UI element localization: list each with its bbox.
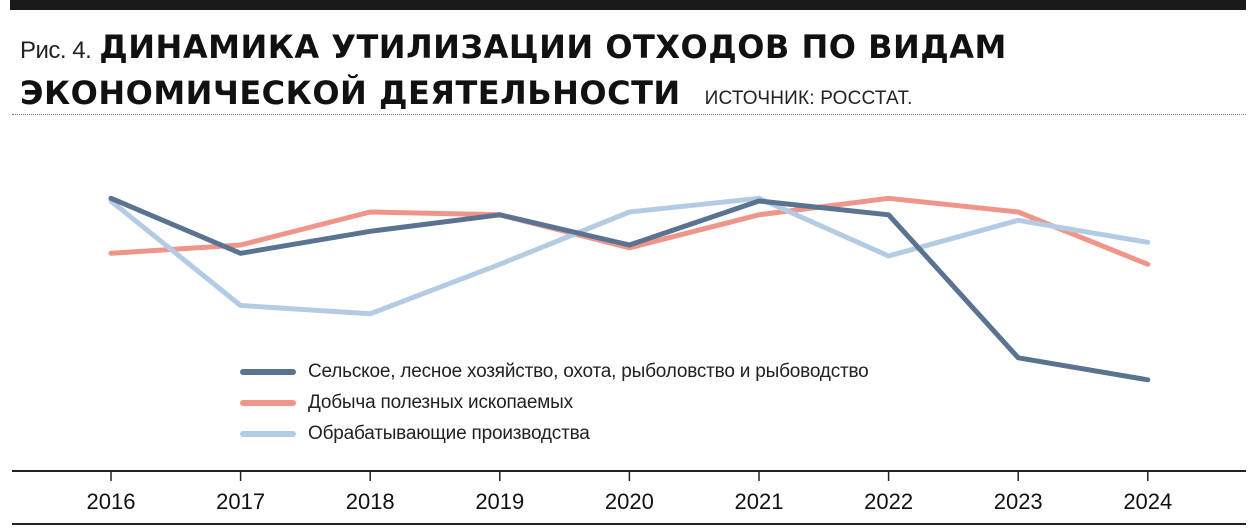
legend-label-2: Добыча полезных ископаемых: [308, 391, 573, 413]
series-line-2: [108, 195, 1151, 267]
header-divider: [12, 114, 1246, 115]
x-tick-label-2020: 2020: [605, 489, 654, 514]
x-tick-label-2023: 2023: [994, 489, 1043, 514]
legend-item-1: Сельское, лесное хозяйство, охота, рыбол…: [240, 356, 869, 387]
legend-label-3: Обрабатывающие производства: [308, 422, 590, 444]
x-tick-label-2018: 2018: [346, 489, 395, 514]
x-tick-label-2016: 2016: [87, 489, 136, 514]
chart-title-line-1: ДИНАМИКА УТИЛИЗАЦИИ ОТХОДОВ ПО ВИДАМ: [99, 28, 1007, 66]
title-line-2: ЭКОНОМИЧЕСКОЙ ДЕЯТЕЛЬНОСТИ ИСТОЧНИК: РОСС…: [20, 70, 1240, 116]
legend-item-3: Обрабатывающие производства: [240, 418, 869, 449]
figure-label: Рис. 4.: [20, 37, 92, 64]
x-tick-label-2021: 2021: [735, 489, 784, 514]
x-tick-label-2019: 2019: [475, 489, 524, 514]
legend-swatch-2: [240, 399, 296, 406]
figure-header: Рис. 4. ДИНАМИКА УТИЛИЗАЦИИ ОТХОДОВ ПО ВИ…: [20, 24, 1240, 116]
x-tick-label-2017: 2017: [216, 489, 265, 514]
x-tick-label-2022: 2022: [864, 489, 913, 514]
title-line-1: Рис. 4. ДИНАМИКА УТИЛИЗАЦИИ ОТХОДОВ ПО ВИ…: [20, 24, 1240, 70]
chart-title-line-2: ЭКОНОМИЧЕСКОЙ ДЕЯТЕЛЬНОСТИ: [20, 74, 681, 112]
x-axis: 2016 2017 2018 2019 2020 2021 2022 2023 2024: [12, 470, 1246, 525]
source-note: ИСТОЧНИК: РОССТАТ.: [704, 88, 913, 109]
legend-label-1: Сельское, лесное хозяйство, охота, рыбол…: [308, 360, 869, 382]
series-line-3: [108, 195, 1151, 317]
top-rule: [10, 0, 1246, 10]
legend-swatch-1: [240, 368, 296, 375]
series-lines: [108, 195, 1151, 383]
x-tick-label-2024: 2024: [1123, 489, 1172, 514]
legend-item-2: Добыча полезных ископаемых: [240, 387, 869, 418]
legend-swatch-3: [240, 430, 296, 437]
legend: Сельское, лесное хозяйство, охота, рыбол…: [240, 356, 869, 449]
